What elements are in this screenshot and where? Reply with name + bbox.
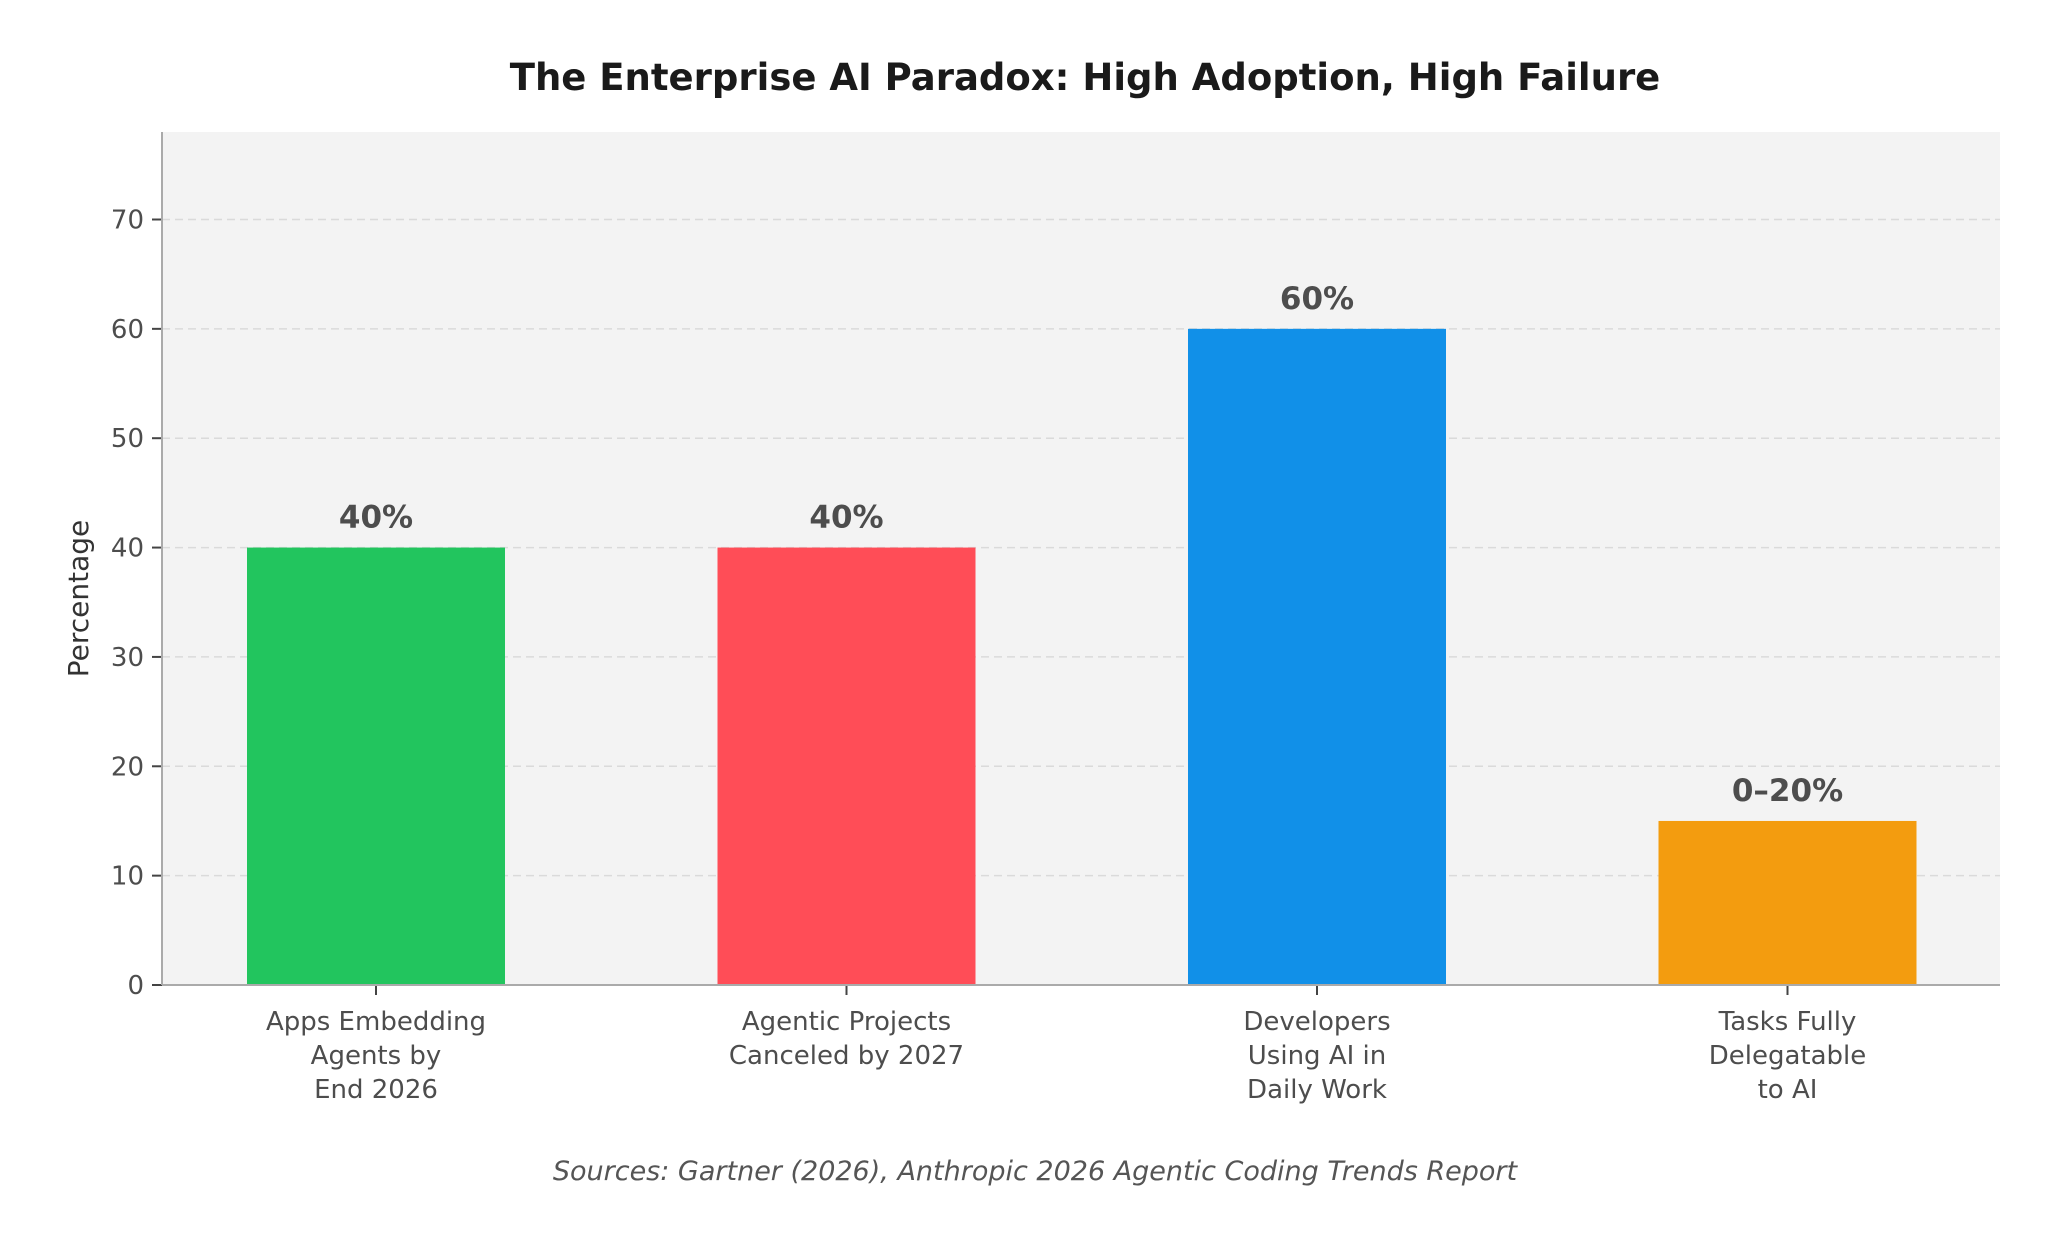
data-label: 40% <box>339 500 413 536</box>
y-tick-label: 30 <box>111 643 144 673</box>
bar <box>247 547 505 985</box>
footnote: Sources: Gartner (2026), Anthropic 2026 … <box>553 1156 1519 1187</box>
x-tick-label: Daily Work <box>1247 1075 1387 1105</box>
y-tick-label: 40 <box>111 534 144 564</box>
bar <box>1188 328 1446 985</box>
bar <box>1658 820 1917 985</box>
x-tick-label: Canceled by 2027 <box>729 1041 964 1071</box>
x-tick-label: Apps Embedding <box>266 1007 486 1037</box>
y-tick-label: 60 <box>111 315 144 345</box>
y-tick-label: 70 <box>111 205 144 235</box>
bar <box>717 547 976 985</box>
y-tick-label: 10 <box>111 862 144 892</box>
x-tick-label: Delegatable <box>1709 1041 1867 1071</box>
x-tick-label: Using AI in <box>1248 1041 1386 1071</box>
x-tick-label: Tasks Fully <box>1718 1007 1857 1037</box>
chart-title: The Enterprise AI Paradox: High Adoption… <box>510 56 1661 99</box>
y-tick-label: 0 <box>127 971 144 1001</box>
y-axis-label: Percentage <box>62 520 95 678</box>
data-label: 60% <box>1280 281 1354 317</box>
x-tick-label: to AI <box>1758 1075 1818 1105</box>
x-tick-label: Agentic Projects <box>742 1007 951 1037</box>
data-label: 40% <box>809 500 883 536</box>
x-tick-label: Agents by <box>311 1041 442 1071</box>
data-label: 0–20% <box>1732 773 1843 809</box>
y-tick-label: 20 <box>111 752 144 782</box>
x-tick-label: End 2026 <box>314 1075 438 1105</box>
x-tick-label: Developers <box>1243 1007 1390 1037</box>
y-tick-label: 50 <box>111 424 144 454</box>
